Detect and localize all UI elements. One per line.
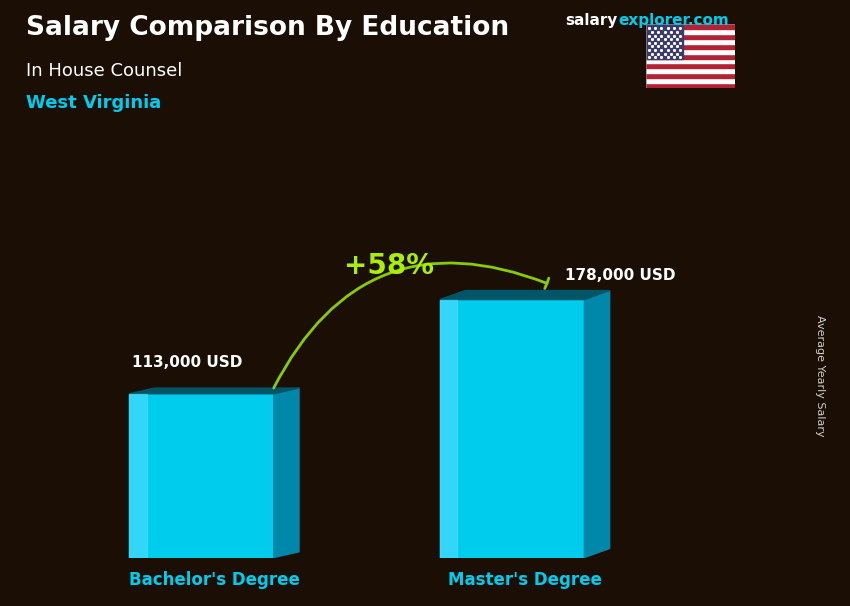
Text: Master's Degree: Master's Degree: [448, 571, 602, 589]
Text: Bachelor's Degree: Bachelor's Degree: [128, 571, 299, 589]
Polygon shape: [440, 299, 457, 558]
Polygon shape: [440, 299, 584, 558]
Text: West Virginia: West Virginia: [26, 94, 161, 112]
Text: +58%: +58%: [344, 252, 434, 280]
Polygon shape: [129, 388, 299, 394]
Bar: [646, 78, 735, 83]
Bar: [646, 83, 735, 88]
Bar: [646, 29, 735, 34]
Text: 178,000 USD: 178,000 USD: [565, 268, 676, 283]
Bar: [646, 24, 683, 59]
Bar: [646, 48, 735, 53]
Text: 113,000 USD: 113,000 USD: [132, 356, 242, 370]
Bar: [646, 24, 735, 29]
Bar: [646, 59, 735, 64]
Bar: [646, 73, 735, 78]
Bar: [646, 53, 735, 59]
Bar: [646, 68, 735, 73]
Polygon shape: [440, 290, 609, 299]
Polygon shape: [584, 290, 609, 558]
Bar: [646, 44, 735, 48]
Text: Salary Comparison By Education: Salary Comparison By Education: [26, 15, 508, 41]
Text: salary: salary: [565, 13, 618, 28]
Text: In House Counsel: In House Counsel: [26, 62, 182, 81]
Bar: [646, 39, 735, 44]
Polygon shape: [129, 394, 146, 558]
Polygon shape: [274, 388, 299, 558]
Text: explorer.com: explorer.com: [619, 13, 729, 28]
Polygon shape: [129, 394, 274, 558]
Bar: [646, 34, 735, 39]
Bar: [646, 64, 735, 68]
Text: Average Yearly Salary: Average Yearly Salary: [815, 315, 825, 436]
